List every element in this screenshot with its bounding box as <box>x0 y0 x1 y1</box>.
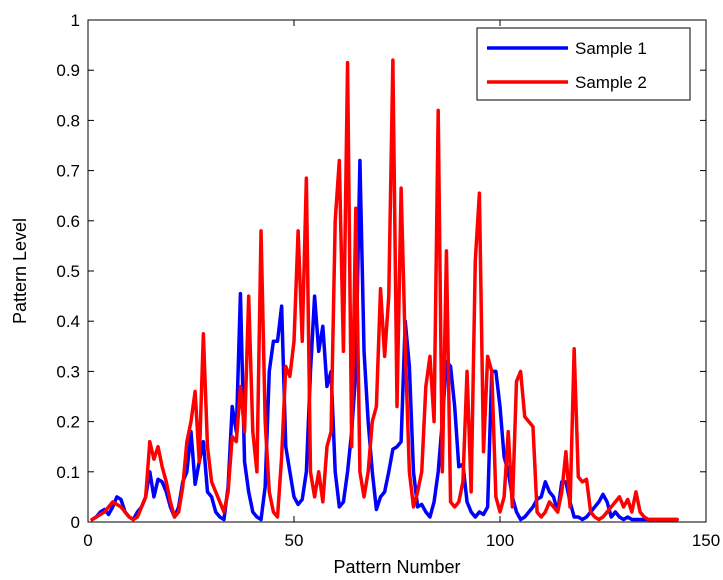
y-tick-label: 0.1 <box>56 463 80 482</box>
x-tick-label: 100 <box>486 531 514 550</box>
x-tick-label: 150 <box>692 531 720 550</box>
y-tick-label: 0.9 <box>56 61 80 80</box>
series-line-sample-2 <box>90 58 679 522</box>
x-axis-label: Pattern Number <box>333 557 460 577</box>
y-tick-label: 0.3 <box>56 362 80 381</box>
y-tick-label: 0.7 <box>56 162 80 181</box>
x-tick-label: 50 <box>285 531 304 550</box>
y-tick-label: 0 <box>71 513 80 532</box>
series-line-sample-1 <box>90 158 679 522</box>
y-tick-label: 0.2 <box>56 413 80 432</box>
y-axis-label: Pattern Level <box>10 218 30 324</box>
y-tick-label: 0.8 <box>56 111 80 130</box>
legend-label-sample-2: Sample 2 <box>575 73 647 92</box>
legend: Sample 1 Sample 2 <box>476 27 691 101</box>
y-tick-label: 1 <box>71 11 80 30</box>
legend-label-sample-1: Sample 1 <box>575 39 647 58</box>
legend-box <box>476 27 691 101</box>
y-tick-label: 0.5 <box>56 262 80 281</box>
x-axis-ticks: 0 50 100 150 <box>83 20 720 550</box>
y-tick-label: 0.6 <box>56 212 80 231</box>
series-lines <box>90 58 679 522</box>
y-tick-label: 0.4 <box>56 312 80 331</box>
y-axis-ticks: 0 0.1 0.2 0.3 0.4 0.5 0.6 0.7 0.8 0.9 1 <box>56 11 706 532</box>
x-tick-label: 0 <box>83 531 92 550</box>
